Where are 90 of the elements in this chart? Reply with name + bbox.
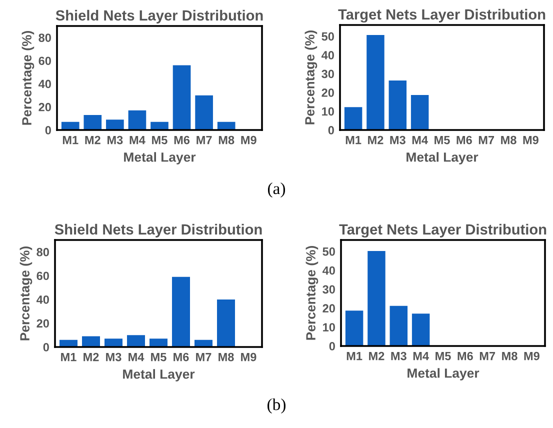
bar <box>104 338 122 347</box>
bar <box>344 107 362 130</box>
x-tick-label: M6 <box>174 352 189 362</box>
y-tick-label: 80 <box>38 34 51 42</box>
x-tick-label: M6 <box>456 136 472 144</box>
y-axis-title: Percentage (%) <box>304 30 318 124</box>
bar <box>217 299 235 347</box>
text: (a) <box>268 182 286 198</box>
bar <box>390 306 408 346</box>
x-tick-label: M1 <box>346 352 362 360</box>
x-tick-label: M4 <box>412 136 428 144</box>
x-tick-label: M1 <box>61 352 76 362</box>
chart-title: Shield Nets Layer Distribution <box>56 10 263 24</box>
y-tick-label: 10 <box>322 107 334 116</box>
x-tick-label: M4 <box>130 136 146 144</box>
y-tick-label: 0 <box>328 126 334 134</box>
x-tick-label: M6 <box>458 352 473 360</box>
x-tick-label: M9 <box>524 352 540 360</box>
y-tick-label: 40 <box>38 80 51 88</box>
bar <box>127 335 145 347</box>
y-axis-title: Percentage (%) <box>306 246 318 340</box>
y-tick-label: 60 <box>38 56 51 66</box>
x-tick-label: M4 <box>128 352 144 362</box>
y-tick-label: 30 <box>322 70 334 78</box>
y-tick-label: 30 <box>322 285 335 294</box>
x-tick-label: M2 <box>85 136 100 144</box>
y-tick-label: 0 <box>45 126 51 134</box>
x-tick-label: M5 <box>436 352 451 360</box>
y-tick-label: 60 <box>36 272 49 280</box>
y-tick-label: 20 <box>322 88 334 97</box>
y-tick-label: 0 <box>43 343 49 352</box>
x-tick-label: M7 <box>196 352 212 362</box>
x-tick-label: M5 <box>151 352 166 362</box>
x-tick-label: M1 <box>346 136 362 144</box>
x-tick-label: M8 <box>502 352 518 360</box>
x-tick-label: M2 <box>84 352 99 362</box>
x-tick-label: M8 <box>501 136 516 144</box>
y-tick-label: 50 <box>322 32 334 41</box>
x-axis-title: Metal Layer <box>406 152 478 164</box>
text: (b) <box>268 398 286 414</box>
x-tick-label: M3 <box>390 136 406 144</box>
chart-title: Target Nets Layer Distribution <box>338 8 546 23</box>
x-tick-label: M9 <box>241 136 256 144</box>
chart-title: Shield Nets Layer Distribution <box>54 224 262 238</box>
y-axis-title: Percentage (%) <box>20 246 32 340</box>
bar <box>172 65 191 130</box>
y-axis-title: Percentage (%) <box>22 30 34 125</box>
x-tick-label: M9 <box>523 136 538 144</box>
x-axis-title: Metal Layer <box>408 368 480 380</box>
x-tick-label: M8 <box>218 136 234 144</box>
x-tick-label: M3 <box>391 352 406 360</box>
bar <box>345 310 364 346</box>
x-tick-label: M5 <box>434 136 450 144</box>
bar <box>150 338 168 347</box>
bar <box>412 314 430 346</box>
bar <box>84 114 102 130</box>
bar <box>106 120 124 130</box>
x-tick-label: M9 <box>241 352 256 362</box>
x-tick-label: M3 <box>106 352 122 362</box>
y-tick-label: 40 <box>36 295 49 304</box>
x-tick-label: M5 <box>152 136 168 144</box>
y-tick-label: 40 <box>321 51 334 60</box>
x-tick-label: M8 <box>218 352 234 362</box>
bar <box>410 94 429 130</box>
x-tick-label: M4 <box>413 352 429 360</box>
y-tick-label: 0 <box>329 342 335 350</box>
y-tick-label: 50 <box>322 247 335 256</box>
bar <box>172 276 190 347</box>
y-tick-label: 80 <box>36 248 49 256</box>
y-tick-label: 20 <box>322 304 335 313</box>
bar <box>388 80 407 130</box>
x-axis-title: Metal Layer <box>123 369 195 382</box>
x-tick-label: M7 <box>480 352 496 360</box>
x-tick-label: M2 <box>368 136 384 144</box>
y-tick-label: 10 <box>323 323 335 332</box>
bar <box>368 250 386 346</box>
x-tick-label: M7 <box>196 136 212 144</box>
x-tick-label: M1 <box>62 136 78 144</box>
y-tick-label: 20 <box>36 319 49 328</box>
bar <box>128 110 146 130</box>
chart-title: Target Nets Layer Distribution <box>339 224 546 238</box>
bar <box>366 34 384 130</box>
x-axis-title: Metal Layer <box>124 152 196 164</box>
bar <box>195 95 213 130</box>
y-tick-label: 20 <box>38 102 51 112</box>
x-tick-label: M7 <box>478 136 494 144</box>
x-tick-label: M6 <box>174 136 190 144</box>
x-tick-label: M3 <box>108 136 123 144</box>
y-tick-label: 40 <box>322 266 335 275</box>
x-tick-label: M2 <box>369 352 384 360</box>
